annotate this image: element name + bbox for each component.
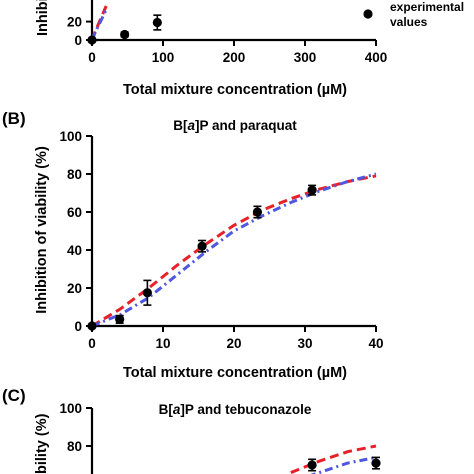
panel-a-legend-label: experimental values <box>390 0 464 29</box>
y-tick-label: 80 <box>67 167 82 182</box>
blue-dash-dot-model-curve <box>91 172 377 328</box>
y-tick-label: 100 <box>59 129 82 144</box>
y-tick-label: 80 <box>67 439 82 454</box>
panel-b-y-axis-title: Inhibition of viability (%) <box>34 146 50 314</box>
data-point <box>120 29 130 40</box>
red-dashed-model-curve <box>91 174 377 328</box>
y-tick-label: 0 <box>74 319 82 334</box>
data-point <box>87 321 97 331</box>
x-tick-label: 400 <box>365 50 388 65</box>
data-point <box>371 458 381 468</box>
panel-a-x-axis-title: Total mixture concentration (µM) <box>123 82 347 98</box>
x-tick-label: 20 <box>226 336 241 351</box>
panel-b: (B) B[a]P and paraquat Inhibition of via… <box>2 109 384 381</box>
blue-dash-dot-model-curve <box>90 8 108 41</box>
x-tick-label: 30 <box>297 336 312 351</box>
x-tick-label: 100 <box>152 50 175 65</box>
data-point <box>87 35 97 45</box>
y-tick-label: 20 <box>67 15 82 30</box>
x-tick-label: 300 <box>294 50 317 65</box>
y-tick-label: 40 <box>67 243 82 258</box>
panel-b-title: B[a]P and paraquat <box>173 118 297 133</box>
panel-c: (C) B[a]P and tebuconazole bility (%) 80… <box>2 386 381 474</box>
data-point <box>307 460 317 470</box>
data-point <box>252 207 263 217</box>
panel-c-plot-area: 80 100 <box>59 401 381 474</box>
x-tick-label: 200 <box>223 50 246 65</box>
y-tick-label: 20 <box>67 281 82 296</box>
data-point <box>142 288 152 298</box>
panel-c-y-axis-title: bility (%) <box>34 413 50 474</box>
panel-b-label: (B) <box>2 109 26 128</box>
x-tick-label: 40 <box>368 336 383 351</box>
data-point <box>197 241 207 251</box>
data-point <box>115 314 125 324</box>
panel-b-plot-area: 0 20 40 60 80 100 0 10 20 30 40 <box>59 129 383 351</box>
blue-dash-dot-model-curve <box>310 455 377 474</box>
red-dashed-model-curve <box>290 444 377 474</box>
panel-b-x-axis-title: Total mixture concentration (µM) <box>123 365 347 381</box>
panel-c-label: (C) <box>2 386 26 405</box>
data-point <box>152 17 162 28</box>
y-tick-label: 60 <box>67 205 82 220</box>
panel-a-legend-marker <box>363 9 373 19</box>
y-tick-label: 0 <box>74 33 82 48</box>
y-tick-label: 100 <box>59 401 82 416</box>
panel-c-title: B[a]P and tebuconazole <box>159 402 312 417</box>
x-tick-label: 10 <box>155 336 170 351</box>
x-tick-label: 0 <box>88 50 96 65</box>
panel-a-y-axis-title: Inhibi <box>35 0 51 36</box>
data-point <box>307 185 317 195</box>
x-tick-label: 0 <box>88 336 96 351</box>
